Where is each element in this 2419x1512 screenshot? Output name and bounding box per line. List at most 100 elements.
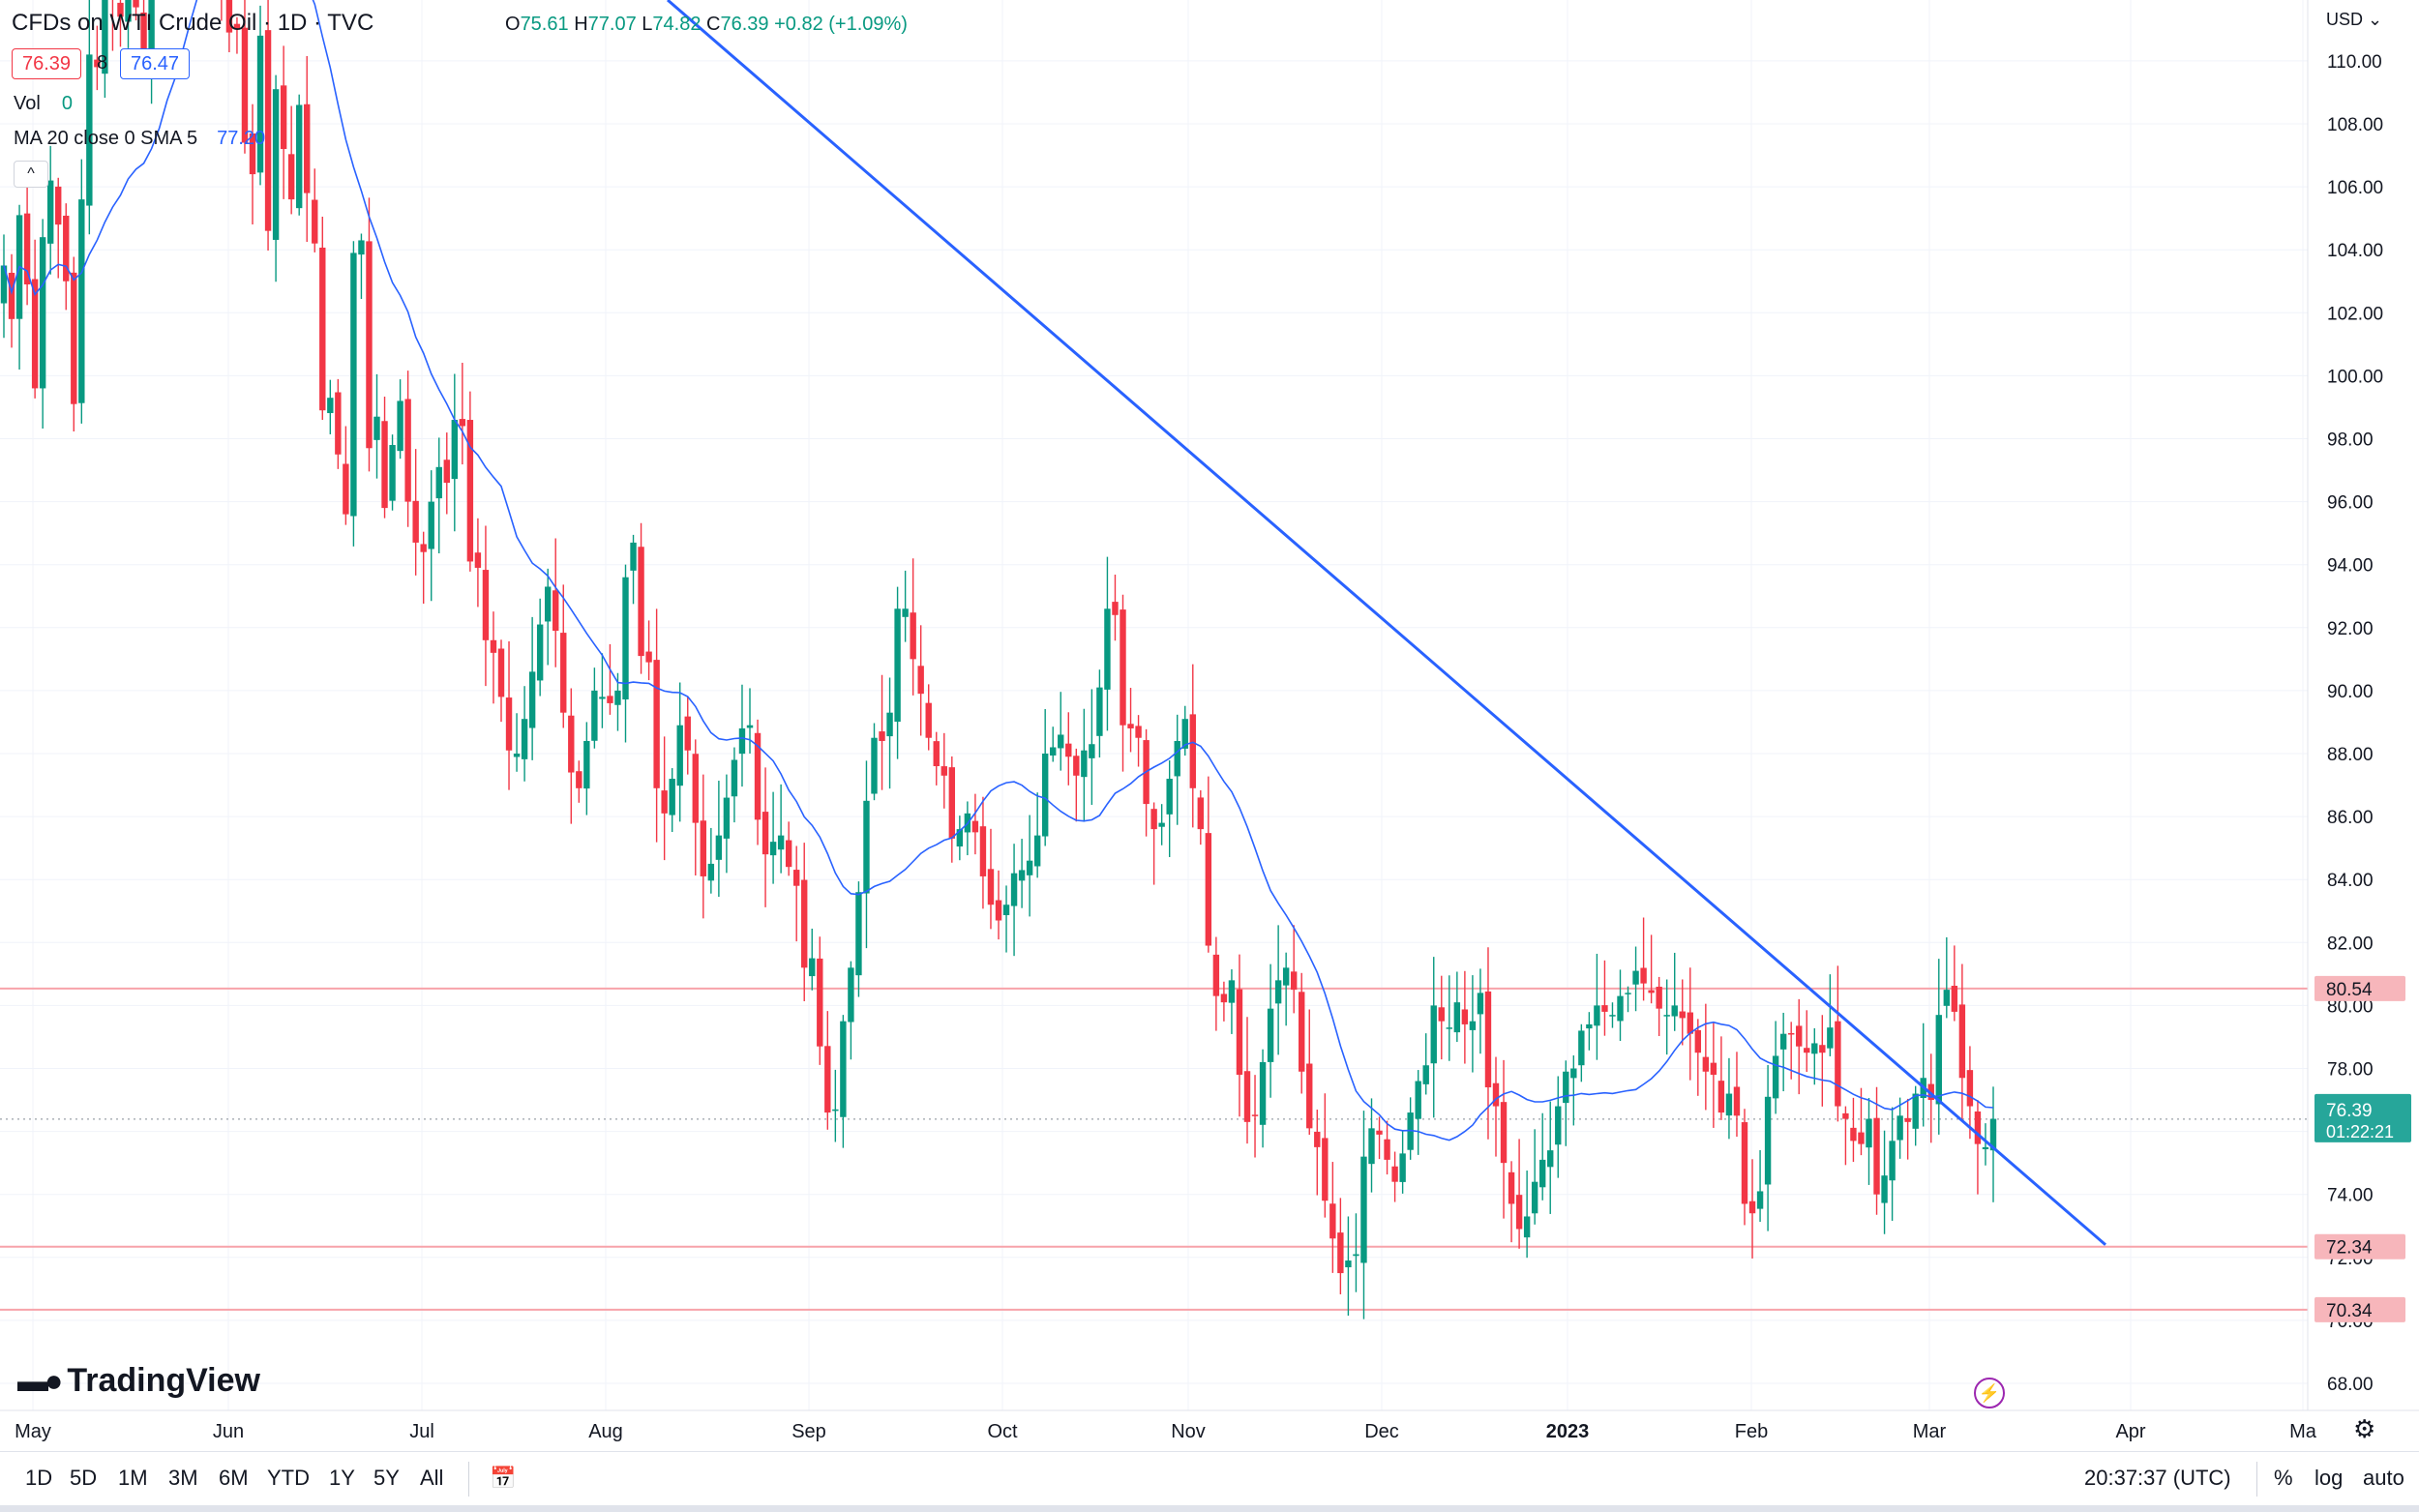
price-chart[interactable]: 110.00 108.00 106.00 104.00 102.00 100.00 98.0… [0,0,2419,1451]
candle-body [1112,602,1119,615]
candle-body [1617,995,1624,1022]
symbol-title[interactable]: CFDs on WTI Crude Oil · 1D · TVC [12,10,374,36]
candle-body [1073,756,1080,776]
candle-body [1835,1021,1841,1107]
spread-value: 8 [97,52,108,74]
time-axis[interactable]: May Jun Jul Aug Sep Oct Nov Dec 2023 Feb Mar Apr Ma [0,1409,2419,1442]
candle-body [1446,1027,1453,1029]
candle-body [1477,993,1484,1015]
candle-body [343,463,349,515]
y-tick-label: 108.00 [2327,115,2383,135]
range-ytd-button[interactable]: YTD [267,1466,310,1490]
candle-body [1041,754,1049,837]
candle-body [1422,1065,1429,1084]
candle-body [1120,609,1126,726]
candle-body [474,552,482,568]
candle-body [497,648,505,697]
range-1d-button[interactable]: 1D [25,1466,53,1490]
candle-body [1710,1062,1717,1076]
candle-body [583,740,590,789]
close-value: 76.39 [720,14,769,35]
ma-legend[interactable]: MA 20 close 0 SMA 5 77.20 [14,128,265,150]
candle-body [607,696,613,703]
candle-body [1243,1071,1251,1122]
ask-price-button[interactable]: 76.47 [120,48,191,79]
ohlc-readout: O75.61 H77.07 L74.82 C76.39 +0.82 (+1.09… [505,14,908,36]
y-tick-label: 68.00 [2327,1375,2374,1395]
candle-body [1220,993,1228,1003]
auto-scale-button[interactable]: auto [2363,1466,2404,1490]
candle-body [1725,1093,1733,1116]
candle-body [63,215,70,282]
y-tick-label: 98.00 [2327,430,2374,451]
lightning-icon[interactable]: ⚡ [1974,1378,2005,1408]
open-value: 75.61 [520,14,569,35]
candle-body [233,23,241,30]
candle-body [1150,809,1157,830]
grid-lines [0,0,2308,1410]
bid-price-button[interactable]: 76.39 [12,48,82,79]
candle-body [599,697,606,699]
range-all-button[interactable]: All [420,1466,444,1490]
range-5d-button[interactable]: 5D [70,1466,98,1490]
candle-body [420,544,427,552]
currency-label: USD [2326,10,2364,29]
candle-body [295,104,303,209]
collapse-legend-button[interactable]: ^ [14,161,48,188]
candle-body [1594,1005,1600,1026]
volume-legend[interactable]: Vol 0 [14,93,73,115]
candle-body [1018,870,1026,881]
candle-body [1694,1029,1702,1053]
bottom-strip [0,1505,2419,1512]
candle-body [622,577,629,700]
candle-body [568,715,575,773]
candle-body [1058,734,1064,749]
ma-label: MA 20 close 0 SMA 5 [14,128,198,149]
x-tick-label: Feb [1735,1421,1768,1442]
toolbar-divider [2256,1462,2257,1497]
utc-clock[interactable]: 20:37:37 (UTC) [2084,1466,2231,1490]
x-tick-label: Jul [409,1421,434,1442]
candle-body [1779,1033,1787,1050]
calendar-icon[interactable]: 📅 [490,1466,517,1490]
gear-icon[interactable]: ⚙ [2353,1414,2376,1443]
candle-body [1601,1005,1608,1012]
range-3m-button[interactable]: 3M [168,1466,198,1490]
candle-body [1756,1191,1764,1209]
candle-body [723,797,731,839]
candle-body [1563,1071,1569,1104]
change-value: +0.82 (+1.09%) [774,14,908,35]
range-1m-button[interactable]: 1M [118,1466,148,1490]
log-scale-button[interactable]: log [2314,1466,2344,1490]
x-tick-label: May [15,1421,51,1442]
range-1y-button[interactable]: 1Y [329,1466,355,1490]
candle-body [1904,1117,1911,1122]
x-tick-label: Ma [2289,1421,2317,1442]
currency-selector[interactable]: USD ⌄ [2326,10,2382,30]
candle-body [1796,1025,1803,1047]
candle-body [39,237,46,389]
candle-body [1671,1005,1678,1017]
candle-body [1663,1015,1670,1017]
candle-body [1531,1181,1538,1214]
candle-body [1267,1008,1274,1062]
percent-scale-button[interactable]: % [2274,1466,2293,1490]
range-5y-button[interactable]: 5Y [373,1466,400,1490]
candlestick-series [0,0,1997,1319]
candle-body [956,829,964,847]
candle-body [55,186,62,225]
candle-body [1251,1114,1259,1116]
trend-line[interactable] [667,0,2106,1246]
volume-label: Vol [14,93,41,114]
candle-body [917,666,924,695]
candle-body [731,759,738,797]
candle-body [707,863,715,881]
candle-body [404,399,411,502]
tradingview-logo[interactable]: ▬● TradingView [17,1362,260,1400]
price-axis[interactable]: 110.00 108.00 106.00 104.00 102.00 100.00 98.0… [2307,0,2383,1410]
range-6m-button[interactable]: 6M [219,1466,249,1490]
candle-body [1656,987,1662,1009]
candle-body [1135,726,1142,738]
y-tick-label: 104.00 [2327,241,2383,261]
y-tick-label: 100.00 [2327,367,2383,387]
